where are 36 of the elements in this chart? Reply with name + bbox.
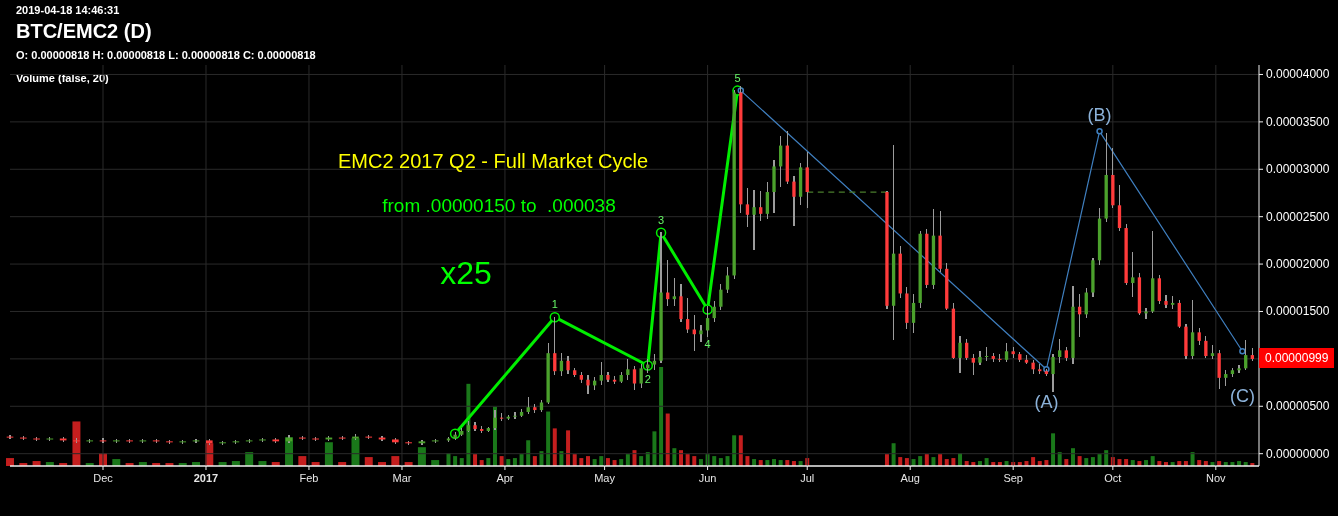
x-tick-label: Feb <box>299 472 319 484</box>
annotation: x25 <box>440 255 492 291</box>
annotation: (C) <box>1229 386 1255 407</box>
x-tick-label: Dec <box>93 472 114 484</box>
x-tick-label: Nov <box>1206 472 1227 484</box>
chart-title: Volume (false, 20) <box>16 72 110 84</box>
y-tick-label: 0.00000500 <box>1266 399 1330 414</box>
y-tick-label: 0.00000000 <box>1266 446 1330 461</box>
x-tick-label: Apr <box>496 472 514 484</box>
annotation: (B) <box>1087 105 1112 126</box>
x-tick-label: Mar <box>392 472 412 484</box>
x-tick-label: 2017 <box>193 472 219 484</box>
x-tick-label: May <box>594 472 616 484</box>
annotation: from .00000150 to .000038 <box>382 194 616 216</box>
y-tick-label: 0.00004000 <box>1266 67 1330 82</box>
annotation: 5 <box>734 71 741 84</box>
y-tick-label: 0.00002500 <box>1266 209 1330 224</box>
y-tick-label: 0.00002000 <box>1266 257 1330 272</box>
x-tick-label: Jul <box>800 472 815 484</box>
x-tick-label: Sep <box>1003 472 1023 484</box>
annotation: 4 <box>704 337 711 350</box>
text: 0.00000999 <box>1265 351 1329 365</box>
chart-title: BTC/EMC2 (D) <box>16 20 152 42</box>
annotation: (A) <box>1034 392 1059 413</box>
y-tick-label: 0.00003500 <box>1266 114 1330 129</box>
annotation: 3 <box>658 213 665 226</box>
annotation: 2 <box>644 372 651 385</box>
x-tick-label: Aug <box>900 472 920 484</box>
chart-subtitle: O: 0.00000818 H: 0.00000818 L: 0.00000818 C: 0.00000818 <box>16 49 316 61</box>
x-tick-label: Jun <box>698 472 717 484</box>
y-tick-label: 0.00003000 <box>1266 162 1330 177</box>
x-tick-label: Oct <box>1104 472 1122 484</box>
text: 2019-04-18 14:46:31 <box>16 4 120 16</box>
annotation: EMC2 2017 Q2 - Full Market Cycle <box>337 150 649 172</box>
y-tick-label: 0.00001500 <box>1266 304 1330 319</box>
annotation: 1 <box>551 298 558 311</box>
